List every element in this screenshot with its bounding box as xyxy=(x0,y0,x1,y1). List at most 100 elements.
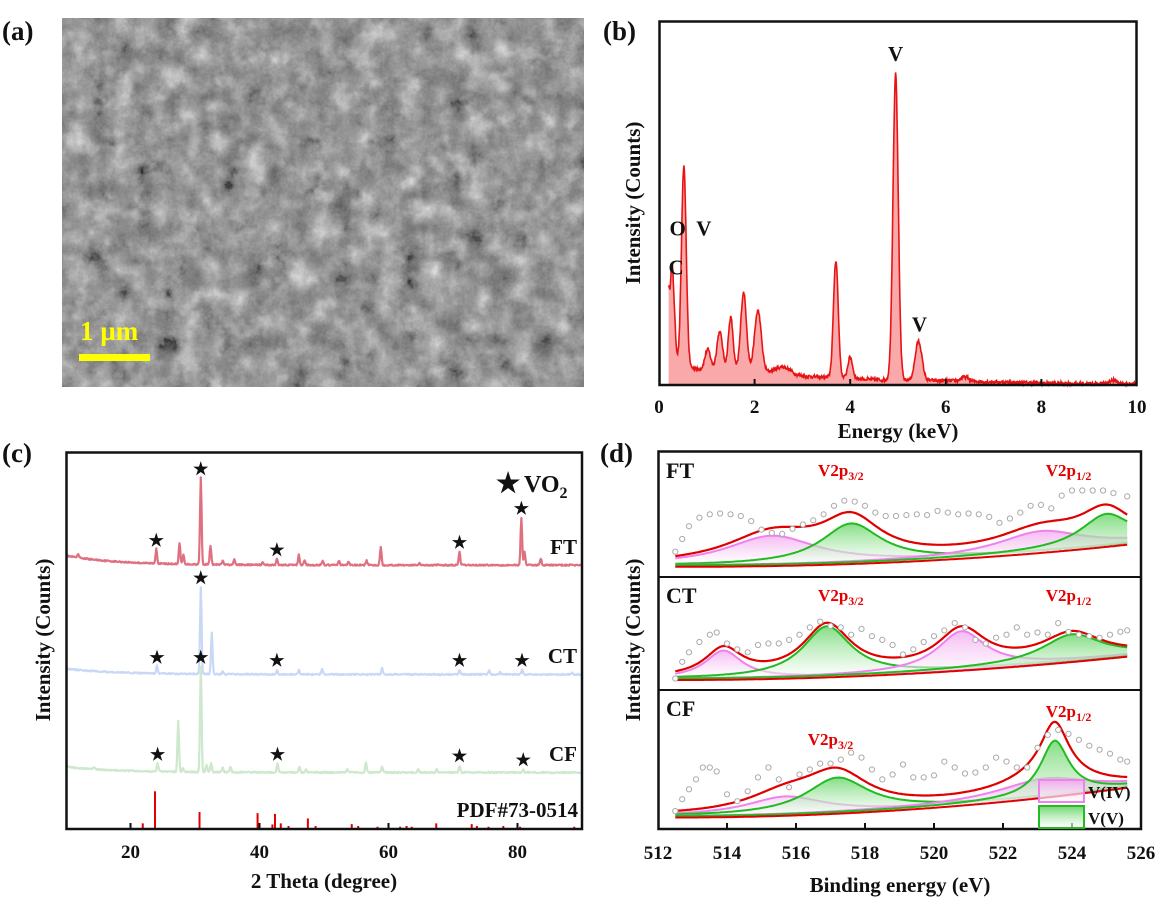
vo2-star-marker: ★ xyxy=(452,533,468,552)
eds-spectrum-line xyxy=(667,72,1138,388)
panel-label-b: (b) xyxy=(603,16,636,46)
xrd-legend: ★ VO2 xyxy=(496,468,568,502)
xps-data-point xyxy=(723,640,731,647)
xps-component-fill-v4 xyxy=(675,631,1128,679)
xps-data-point xyxy=(1037,501,1045,508)
xps-data-point xyxy=(1034,629,1041,636)
xps-data-point xyxy=(1117,628,1124,635)
panel-c: (c) FT★★★ ★★CT★★★ ★ ★CF★★★ ★ ★ 20 40 60 80 2 The… xyxy=(2,438,584,893)
xps-data-point xyxy=(692,776,700,783)
eds-x-ticks: 0 2 4 6 8 10 xyxy=(654,379,1147,418)
xps-data-point xyxy=(1068,487,1076,494)
eds-element-label: V xyxy=(888,42,903,66)
sem-image xyxy=(62,18,584,387)
xps-data-point xyxy=(951,764,958,771)
xps-data-point xyxy=(972,636,979,644)
xrd-tick-label: 60 xyxy=(379,842,398,863)
eds-tick-label: 6 xyxy=(941,397,951,418)
xrd-frame xyxy=(65,451,584,831)
xps-data-point xyxy=(827,622,834,630)
xps-data-point xyxy=(1044,731,1051,739)
xps-subplot-ct: CT V2p3/2 V2p1/2 xyxy=(666,583,1131,682)
xps-data-point xyxy=(913,511,920,518)
xps-data-point xyxy=(872,509,879,516)
xps-data-point xyxy=(744,649,751,656)
xps-tick-label: 512 xyxy=(644,843,673,864)
vo2-star-marker: ★ xyxy=(150,745,166,764)
xps-data-point xyxy=(806,766,813,773)
xps-data-point xyxy=(868,633,876,640)
xps-data-point xyxy=(810,517,817,524)
xps-data-point xyxy=(1058,492,1065,499)
xps-data-point xyxy=(699,764,706,771)
xps-data-point xyxy=(758,526,765,533)
xps-data-point xyxy=(1065,730,1072,738)
xps-data-point xyxy=(851,498,858,505)
xps-data-point xyxy=(1013,764,1020,771)
xps-data-point xyxy=(910,646,917,653)
xps-data-point xyxy=(1110,490,1117,497)
vo2-star-marker: ★ xyxy=(514,651,530,670)
xps-x-axis-title: Binding energy (eV) xyxy=(810,873,991,897)
eds-element-label: C xyxy=(669,256,684,280)
vo2-star-marker: ★ xyxy=(149,531,165,550)
xps-data-point xyxy=(903,512,910,519)
xps-data-point xyxy=(972,769,979,776)
xps-data-point xyxy=(775,640,782,647)
xps-data-point xyxy=(1017,509,1024,516)
xps-data-point xyxy=(879,776,886,783)
xrd-sample-label: FT xyxy=(550,535,577,559)
xps-data-point xyxy=(789,525,796,532)
xps-data-point xyxy=(986,513,993,521)
xps-data-point xyxy=(848,749,855,756)
scale-bar-label: 1 µm xyxy=(80,316,139,346)
xps-data-point xyxy=(1003,758,1010,765)
panel-d: (d) FT V2p3/2 V2p1/2 CT V2p3/2 V2p1/2 CF V2p3/2… xyxy=(600,438,1155,897)
xps-data-point xyxy=(1013,624,1020,631)
xps-data-point xyxy=(744,788,751,795)
xps-data-point xyxy=(706,511,713,518)
xps-data-point xyxy=(1055,726,1062,734)
xrd-y-axis-title: Intensity (Counts) xyxy=(31,559,55,722)
eds-annotations: CO VVV xyxy=(669,42,928,337)
panel-label-a: (a) xyxy=(2,16,33,46)
xps-data-point xyxy=(1086,633,1093,640)
xps-legend: V(IV) V(V) xyxy=(1038,779,1131,829)
xps-data-point xyxy=(848,631,855,638)
xps-data-point xyxy=(713,768,720,775)
xps-data-point xyxy=(827,760,834,767)
xps-tick-label: 520 xyxy=(920,843,949,864)
xps-data-point xyxy=(679,658,686,665)
xps-data-point xyxy=(1124,627,1131,634)
xps-data-point xyxy=(685,523,693,530)
xps-data-point xyxy=(1075,631,1083,638)
vo2-star-marker: ★ xyxy=(269,540,285,559)
vo2-star-marker: ★ xyxy=(514,499,530,518)
xps-data-point xyxy=(713,629,720,636)
xps-tick-label: 514 xyxy=(713,843,742,864)
xps-data-point xyxy=(841,497,848,504)
xps-data-point xyxy=(1096,746,1103,753)
xrd-sample-label: CT xyxy=(548,644,577,668)
xps-data-point xyxy=(892,512,900,520)
vo2-star-marker: ★ xyxy=(193,459,209,478)
xps-data-point xyxy=(910,774,917,781)
xrd-trace-ft xyxy=(65,476,583,567)
xps-sample-label: CT xyxy=(666,583,697,608)
panel-label-d: (d) xyxy=(600,438,633,468)
xps-component-fill-v5 xyxy=(675,740,1128,816)
xps-data-point xyxy=(1075,736,1083,743)
vo2-star-marker: ★ xyxy=(193,569,209,588)
xps-data-point xyxy=(765,640,772,647)
xps-x-ticks: 512 514 516 518 520 522 524 526 xyxy=(644,823,1155,864)
xps-data-point xyxy=(1027,502,1034,509)
vo2-star-marker: ★ xyxy=(193,648,209,667)
xps-data-point xyxy=(796,631,803,638)
xps-data-point xyxy=(765,764,772,771)
xps-data-point xyxy=(1055,620,1062,627)
xps-peak-label: V2p3/2 xyxy=(808,730,854,752)
xrd-trace-cf xyxy=(65,665,583,775)
xps-data-point xyxy=(685,786,693,793)
xps-envelope-line xyxy=(675,621,1128,673)
xps-data-point xyxy=(754,774,762,781)
